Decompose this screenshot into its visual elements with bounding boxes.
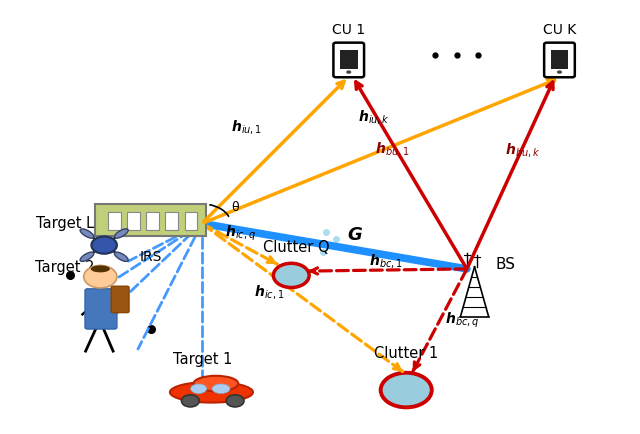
Text: $\boldsymbol{h}_{iu,k}$: $\boldsymbol{h}_{iu,k}$	[358, 108, 390, 126]
Text: IRS: IRS	[140, 250, 162, 264]
Text: $\boldsymbol{h}_{iu,1}$: $\boldsymbol{h}_{iu,1}$	[231, 118, 262, 136]
Text: $\boldsymbol{h}_{bu,1}$: $\boldsymbol{h}_{bu,1}$	[374, 140, 409, 158]
Circle shape	[181, 395, 199, 407]
Text: θ: θ	[231, 201, 239, 214]
FancyBboxPatch shape	[95, 204, 206, 237]
Text: G: G	[347, 227, 362, 244]
Text: Clutter Q: Clutter Q	[263, 240, 330, 255]
FancyBboxPatch shape	[85, 289, 117, 329]
FancyBboxPatch shape	[550, 50, 568, 69]
Ellipse shape	[115, 229, 128, 238]
Text: Target 2: Target 2	[35, 260, 94, 276]
FancyBboxPatch shape	[333, 43, 364, 77]
Text: Target L: Target L	[36, 216, 94, 231]
Ellipse shape	[170, 382, 253, 403]
FancyBboxPatch shape	[544, 43, 575, 77]
Ellipse shape	[80, 252, 94, 261]
Circle shape	[226, 395, 244, 407]
Text: $\boldsymbol{h}_{ic,q}$: $\boldsymbol{h}_{ic,q}$	[225, 224, 255, 243]
Text: CU 1: CU 1	[332, 23, 365, 37]
Circle shape	[557, 70, 562, 74]
Ellipse shape	[91, 266, 110, 273]
Text: BS: BS	[495, 257, 516, 272]
Circle shape	[84, 266, 117, 288]
Text: Target 1: Target 1	[173, 352, 232, 367]
FancyBboxPatch shape	[340, 50, 358, 69]
FancyBboxPatch shape	[147, 212, 159, 230]
Ellipse shape	[80, 229, 94, 238]
Circle shape	[381, 373, 432, 408]
FancyBboxPatch shape	[127, 212, 140, 230]
Text: $\boldsymbol{h}_{ic,1}$: $\boldsymbol{h}_{ic,1}$	[254, 283, 284, 301]
Text: Clutter 1: Clutter 1	[374, 345, 438, 361]
FancyBboxPatch shape	[108, 212, 121, 230]
Text: $\boldsymbol{h}_{bc,1}$: $\boldsymbol{h}_{bc,1}$	[369, 252, 403, 270]
Text: $\boldsymbol{h}_{bu,k}$: $\boldsymbol{h}_{bu,k}$	[505, 141, 540, 159]
Ellipse shape	[115, 252, 128, 261]
Ellipse shape	[193, 376, 238, 391]
FancyBboxPatch shape	[184, 212, 197, 230]
Text: $\boldsymbol{h}_{bc,q}$: $\boldsymbol{h}_{bc,q}$	[445, 311, 479, 330]
FancyBboxPatch shape	[111, 286, 129, 312]
Circle shape	[346, 70, 351, 74]
Text: CU K: CU K	[543, 23, 576, 37]
Ellipse shape	[191, 384, 207, 394]
Circle shape	[273, 263, 309, 287]
FancyBboxPatch shape	[166, 212, 178, 230]
Circle shape	[92, 237, 117, 254]
Ellipse shape	[212, 384, 230, 394]
